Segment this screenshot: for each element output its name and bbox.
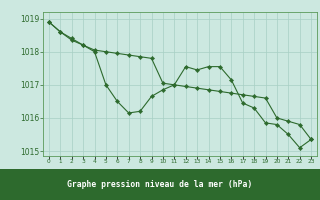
Text: Graphe pression niveau de la mer (hPa): Graphe pression niveau de la mer (hPa) — [68, 180, 252, 189]
